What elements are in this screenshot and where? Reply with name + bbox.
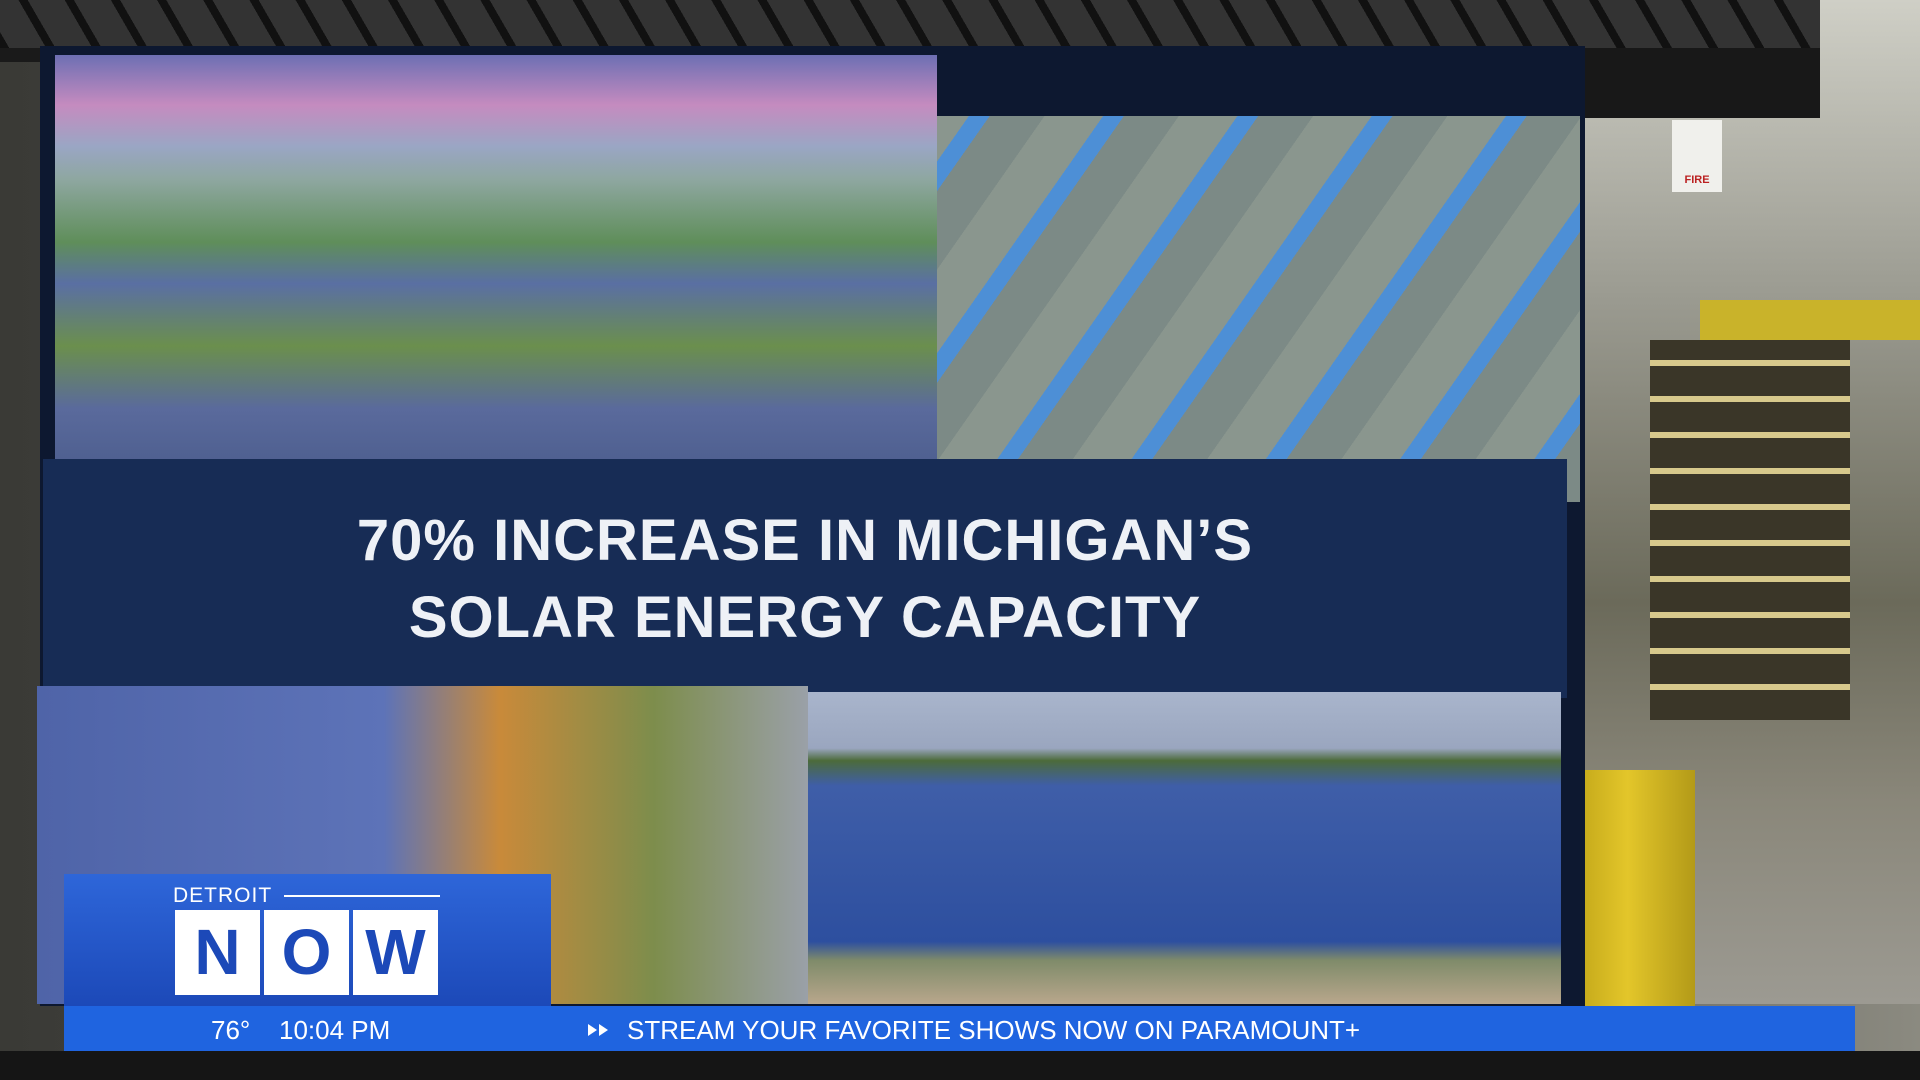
photo-solar-field bbox=[808, 692, 1561, 1004]
yellow-beam bbox=[1700, 300, 1920, 340]
logo-rule bbox=[284, 895, 440, 897]
logo-letter-box: W bbox=[353, 910, 438, 995]
bottom-letterbox bbox=[0, 1051, 1920, 1080]
ticker-bar bbox=[64, 1006, 1855, 1051]
headline-line: SOLAR ENERGY CAPACITY bbox=[408, 584, 1202, 650]
logo-box: DETROIT N O W bbox=[64, 874, 551, 1006]
logo-letter-box: N bbox=[175, 910, 260, 995]
shelving bbox=[1650, 340, 1850, 720]
fire-sign: FIRE bbox=[1672, 120, 1722, 192]
truss-right bbox=[1560, 48, 1820, 118]
photo-solar-farm-aerial bbox=[55, 55, 937, 471]
logo-city: DETROIT bbox=[173, 884, 273, 907]
ticker-temperature: 76° bbox=[211, 1015, 251, 1045]
ticker-arrows bbox=[588, 1024, 608, 1036]
photo-panel-rows bbox=[937, 116, 1580, 502]
ticker-time: 10:04 PM bbox=[279, 1015, 391, 1045]
logo-letter-box: O bbox=[264, 910, 349, 995]
ticker-message: STREAM YOUR FAVORITE SHOWS NOW ON PARAMO… bbox=[627, 1015, 1361, 1045]
headline-line: 70% INCREASE IN MICHIGAN’S bbox=[356, 507, 1254, 573]
headline-band: 70% INCREASE IN MICHIGAN’S SOLAR ENERGY … bbox=[43, 459, 1567, 698]
